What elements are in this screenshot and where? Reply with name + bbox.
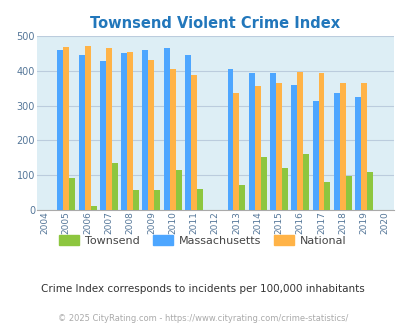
Bar — [127, 52, 133, 210]
Bar — [185, 55, 190, 210]
Bar — [121, 53, 127, 210]
Bar — [154, 190, 160, 210]
Bar — [169, 69, 175, 210]
Bar — [227, 69, 233, 210]
Bar — [275, 83, 281, 210]
Bar — [57, 50, 63, 210]
Legend: Townsend, Massachusetts, National: Townsend, Massachusetts, National — [55, 231, 350, 250]
Bar — [111, 163, 117, 210]
Bar — [175, 170, 181, 210]
Bar — [366, 172, 372, 210]
Bar — [269, 73, 275, 210]
Bar — [333, 93, 339, 210]
Bar — [312, 101, 318, 210]
Bar — [69, 178, 75, 210]
Bar — [291, 85, 296, 210]
Bar — [324, 182, 330, 210]
Bar — [296, 72, 303, 210]
Text: Crime Index corresponds to incidents per 100,000 inhabitants: Crime Index corresponds to incidents per… — [41, 284, 364, 294]
Bar — [142, 50, 148, 210]
Bar — [63, 47, 69, 210]
Bar — [303, 154, 309, 210]
Bar — [354, 97, 360, 210]
Text: © 2025 CityRating.com - https://www.cityrating.com/crime-statistics/: © 2025 CityRating.com - https://www.city… — [58, 314, 347, 323]
Bar — [233, 93, 239, 210]
Bar — [254, 86, 260, 210]
Bar — [100, 61, 106, 210]
Bar — [90, 206, 96, 210]
Bar — [190, 75, 196, 210]
Bar — [133, 190, 139, 210]
Bar — [239, 185, 245, 210]
Title: Townsend Violent Crime Index: Townsend Violent Crime Index — [90, 16, 339, 31]
Bar — [106, 48, 111, 210]
Bar — [345, 176, 351, 210]
Bar — [360, 83, 366, 210]
Bar — [196, 189, 202, 210]
Bar — [148, 60, 154, 210]
Bar — [281, 168, 287, 210]
Bar — [248, 73, 254, 210]
Bar — [84, 46, 90, 210]
Bar — [79, 55, 84, 210]
Bar — [339, 83, 345, 210]
Bar — [318, 73, 324, 210]
Bar — [260, 156, 266, 210]
Bar — [163, 48, 169, 210]
